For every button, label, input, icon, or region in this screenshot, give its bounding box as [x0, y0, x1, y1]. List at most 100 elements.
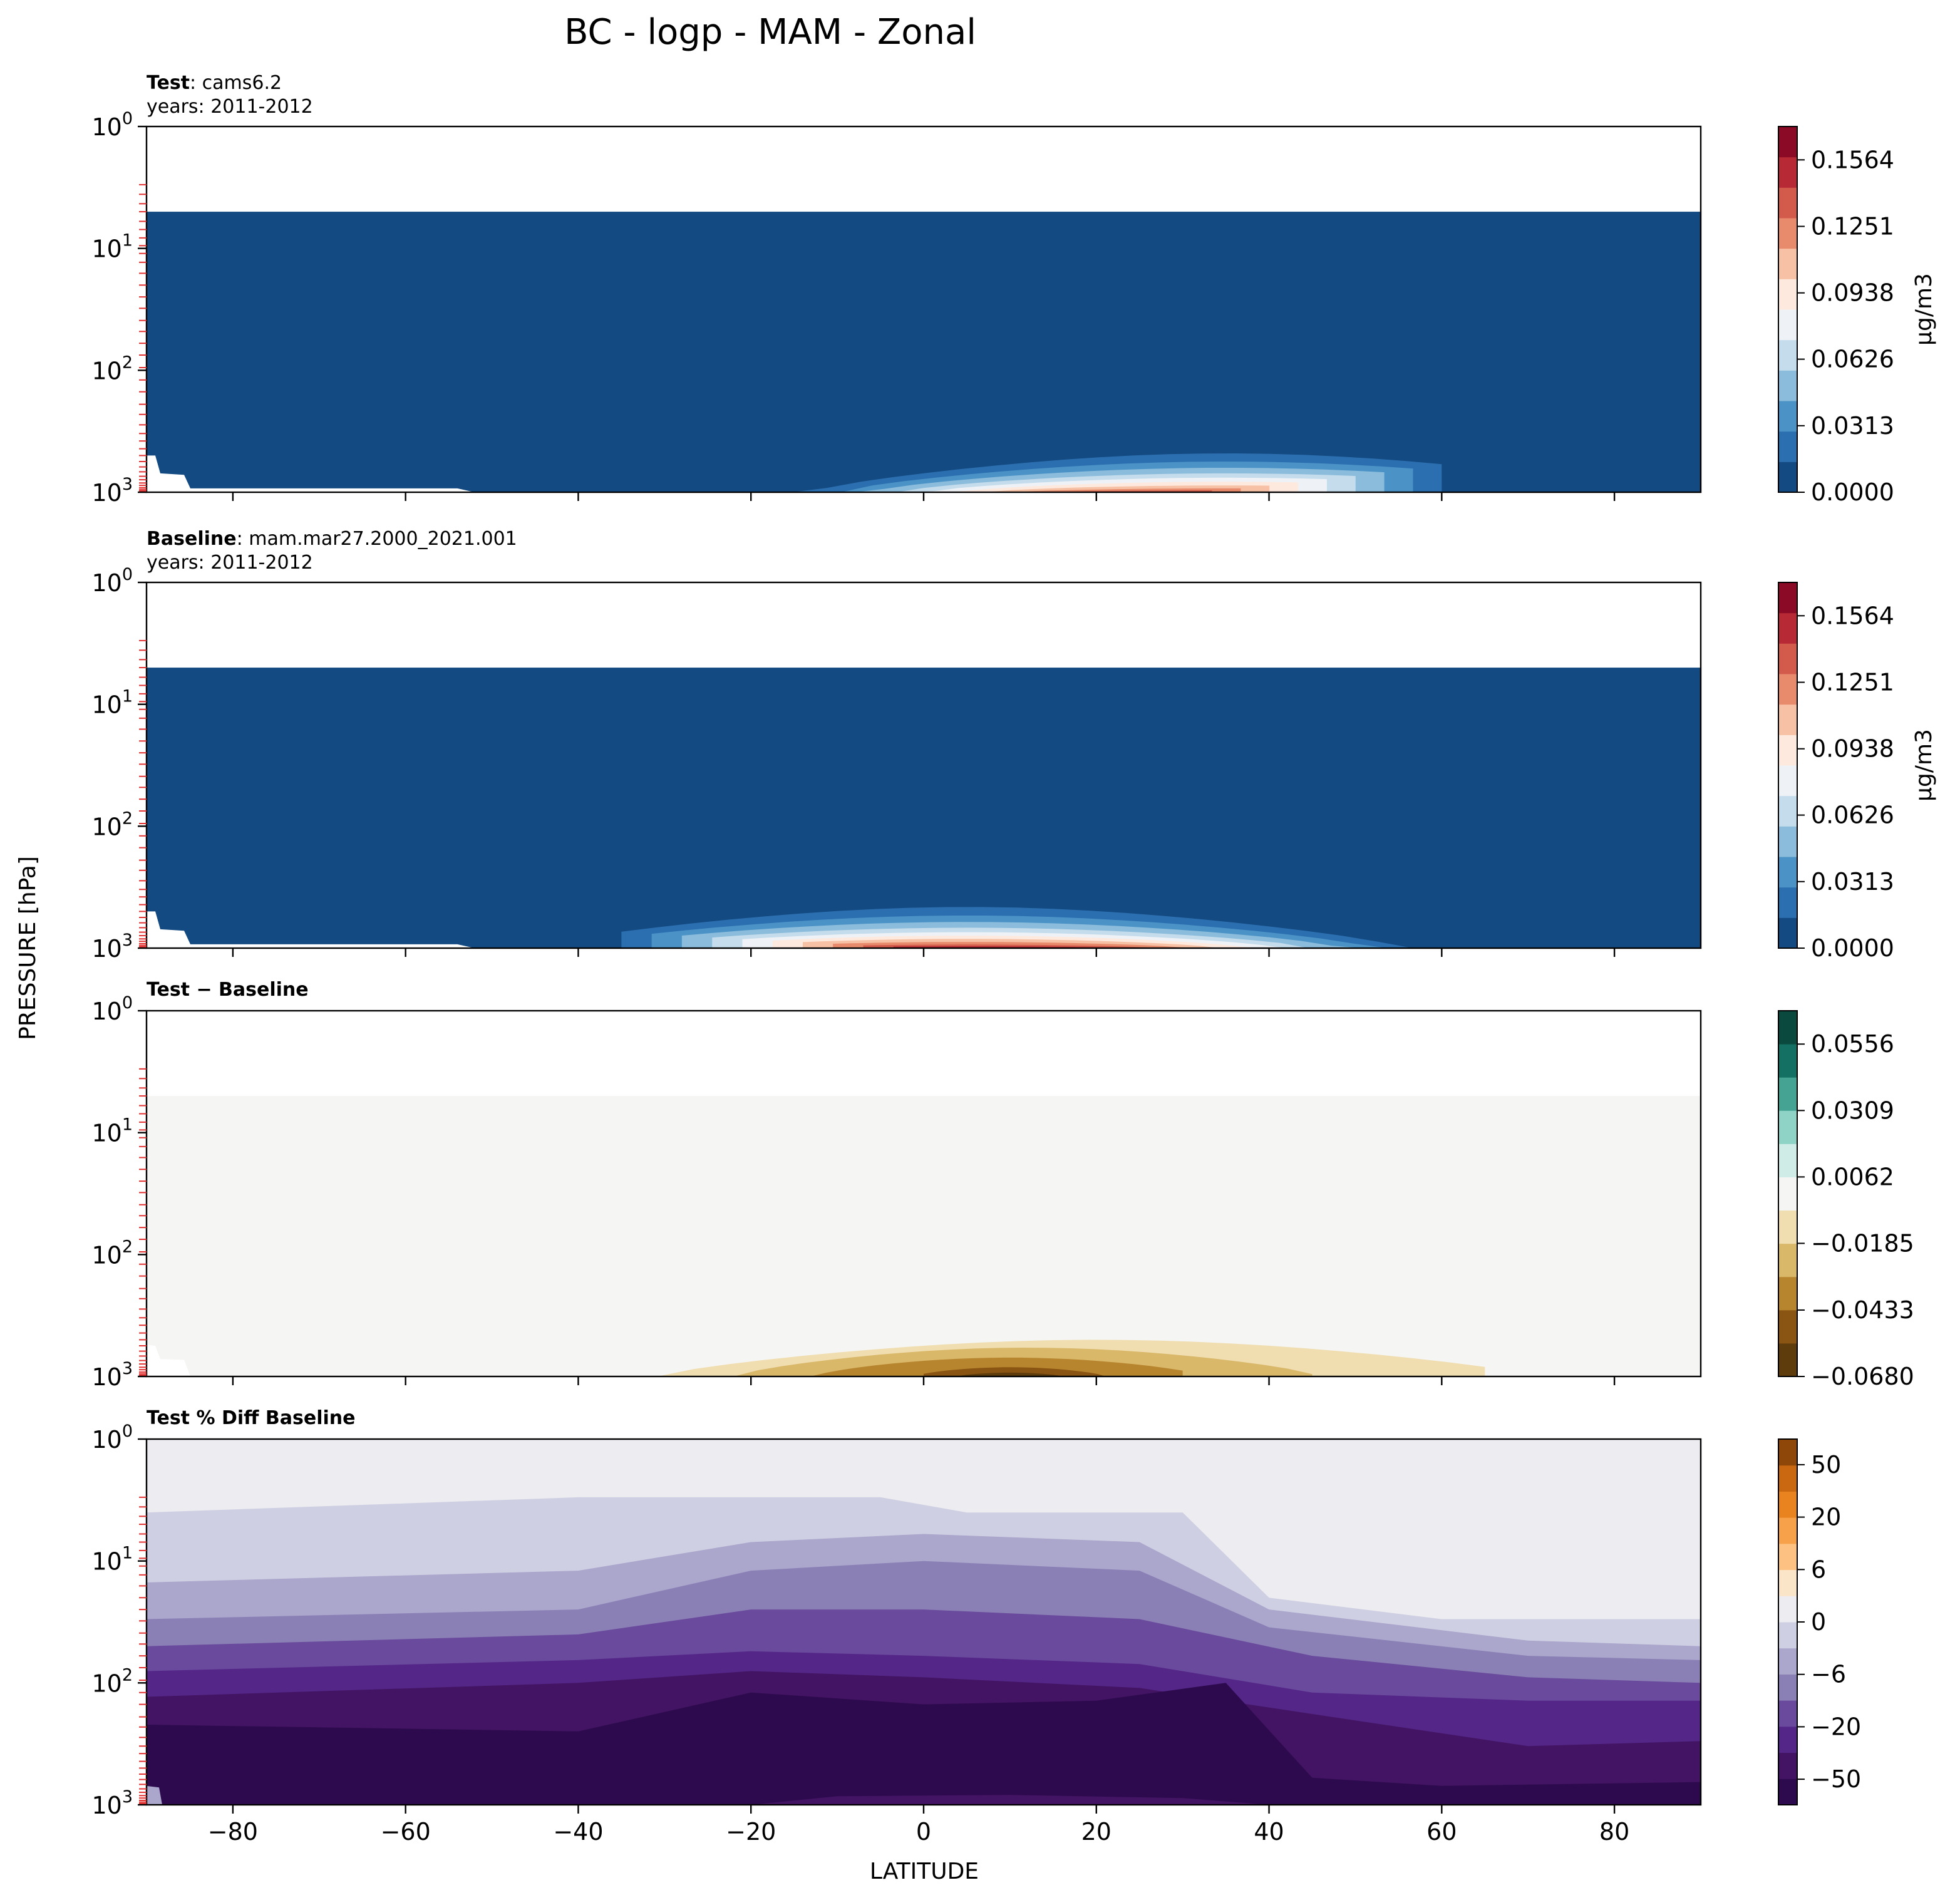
colorbar-tick-label: 50	[1811, 1451, 1841, 1479]
colorbar-swatch	[1778, 1596, 1797, 1623]
panel-title: Baseline: mam.mar27.2000_2021.001	[147, 528, 517, 550]
panels: 100 101 102 103 Test: cams6.2 years: 2011-201…	[91, 72, 1937, 1846]
colorbar: 0.1564 0.1251 0.0938 0.0626 0.0313 0.0000 μg/m…	[1778, 126, 1937, 506]
colorbar-tick-label: 0.0556	[1811, 1030, 1894, 1058]
colorbar-tick-label: 0.0626	[1811, 346, 1894, 373]
x-axis-label: LATITUDE	[870, 1859, 979, 1884]
y-tick-label: 102	[91, 808, 133, 840]
colorbar-swatch	[1778, 1210, 1797, 1244]
surface-mask	[147, 455, 475, 492]
colorbar-tick-label: 0.0313	[1811, 868, 1894, 896]
colorbar-swatch	[1778, 1465, 1797, 1492]
colorbar-swatch	[1778, 1752, 1797, 1779]
colorbar-tick-label: 0.0626	[1811, 802, 1894, 829]
y-tick-label: 100	[91, 1422, 133, 1453]
panel-title: Test: cams6.2	[147, 72, 282, 94]
contour-field	[147, 212, 1701, 492]
colorbar-swatch	[1778, 1439, 1797, 1466]
contour-level-0	[958, 1372, 1062, 1376]
colorbar-tick-label: 0.0309	[1811, 1097, 1894, 1124]
field-background	[147, 1096, 1701, 1376]
contour-field	[147, 1096, 1701, 1376]
colorbar-swatch	[1778, 795, 1797, 827]
y-tick-label: 100	[91, 109, 133, 141]
y-tick-label: 102	[91, 1665, 133, 1697]
colorbar-swatch	[1778, 1569, 1797, 1596]
colorbar-swatch	[1778, 462, 1797, 493]
colorbar-swatch	[1778, 187, 1797, 219]
colorbar-swatch	[1778, 1779, 1797, 1805]
colorbar-swatch	[1778, 643, 1797, 674]
y-tick-label: 101	[91, 231, 133, 263]
colorbar-tick-label: 0.1251	[1811, 212, 1894, 240]
y-tick-label: 103	[91, 475, 133, 507]
contour-level-1	[924, 1367, 1114, 1376]
y-tick-label: 103	[91, 931, 133, 963]
panel-subtitle: years: 2011-2012	[147, 552, 313, 574]
colorbar-swatch	[1778, 1011, 1797, 1045]
colorbar-tick-label: 0.1251	[1811, 668, 1894, 696]
colorbar-tick-label: −20	[1811, 1713, 1861, 1740]
y-tick-label: 102	[91, 1237, 133, 1269]
y-tick-label: 101	[91, 687, 133, 719]
field-background	[147, 212, 1701, 492]
y-tick-label: 103	[91, 1787, 133, 1819]
colorbar-swatch	[1778, 1674, 1797, 1701]
contour-level-1	[751, 1795, 1269, 1805]
colorbar-swatch	[1778, 887, 1797, 918]
colorbar-swatch	[1778, 1243, 1797, 1278]
panel-title: Test − Baseline	[147, 979, 309, 1001]
colorbar-label: μg/m3	[1911, 273, 1937, 346]
colorbar-tick-label: −6	[1811, 1661, 1846, 1688]
colorbar-swatch	[1778, 248, 1797, 279]
x-tick-label: −60	[381, 1818, 431, 1846]
colorbar-swatch	[1778, 279, 1797, 310]
colorbar-tick-label: 0.0313	[1811, 412, 1894, 440]
colorbar-swatch	[1778, 1543, 1797, 1571]
colorbar-swatch	[1778, 1517, 1797, 1544]
colorbar-tick-label: 0	[1811, 1608, 1826, 1636]
colorbar-swatch	[1778, 857, 1797, 888]
colorbar-tick-label: 20	[1811, 1504, 1841, 1531]
panel-baseline: 100 101 102 103 Baseline: mam.mar27.2000_202…	[91, 528, 1937, 963]
y-tick-label: 102	[91, 353, 133, 385]
colorbar-swatch	[1778, 704, 1797, 735]
colorbar-frame	[1778, 582, 1798, 949]
colorbar: 50 20 6 0 −6 −20 −50	[1778, 1438, 1861, 1805]
colorbar-swatch	[1778, 1622, 1797, 1649]
colorbar-frame	[1778, 126, 1798, 493]
colorbar-swatch	[1778, 401, 1797, 432]
colorbar-swatch	[1778, 917, 1797, 949]
colorbar-tick-label: −50	[1811, 1765, 1861, 1793]
colorbar-swatch	[1778, 1491, 1797, 1518]
x-tick-label: 60	[1426, 1818, 1457, 1846]
contour-field	[147, 1439, 1701, 1805]
colorbar-frame	[1778, 1010, 1798, 1377]
colorbar-tick-label: −0.0680	[1811, 1363, 1914, 1390]
colorbar-swatch	[1778, 612, 1797, 644]
colorbar-swatch	[1778, 1700, 1797, 1727]
colorbar-label: μg/m3	[1911, 729, 1937, 802]
surface-mask	[147, 911, 475, 948]
x-tick-label: 40	[1254, 1818, 1284, 1846]
colorbar: 0.1564 0.1251 0.0938 0.0626 0.0313 0.0000 μg/m…	[1778, 582, 1937, 962]
colorbar-tick-label: 6	[1811, 1556, 1826, 1583]
colorbar-tick-label: −0.0433	[1811, 1296, 1914, 1324]
contour-level-0	[147, 1683, 1701, 1805]
x-tick-label: 80	[1599, 1818, 1629, 1846]
x-tick-label: −80	[208, 1818, 258, 1846]
x-tick-label: 20	[1081, 1818, 1112, 1846]
colorbar-tick-label: 0.1564	[1811, 602, 1894, 629]
colorbar-swatch	[1778, 1077, 1797, 1111]
colorbar-tick-label: 0.0938	[1811, 735, 1894, 763]
x-tick-label: −20	[726, 1818, 776, 1846]
colorbar-tick-label: −0.0185	[1811, 1229, 1914, 1257]
colorbar-tick-label: 0.1564	[1811, 146, 1894, 173]
colorbar-tick-label: 0.0062	[1811, 1163, 1894, 1190]
colorbar-swatch	[1778, 1343, 1797, 1377]
colorbar-swatch	[1778, 1177, 1797, 1211]
y-tick-label: 100	[91, 565, 133, 597]
